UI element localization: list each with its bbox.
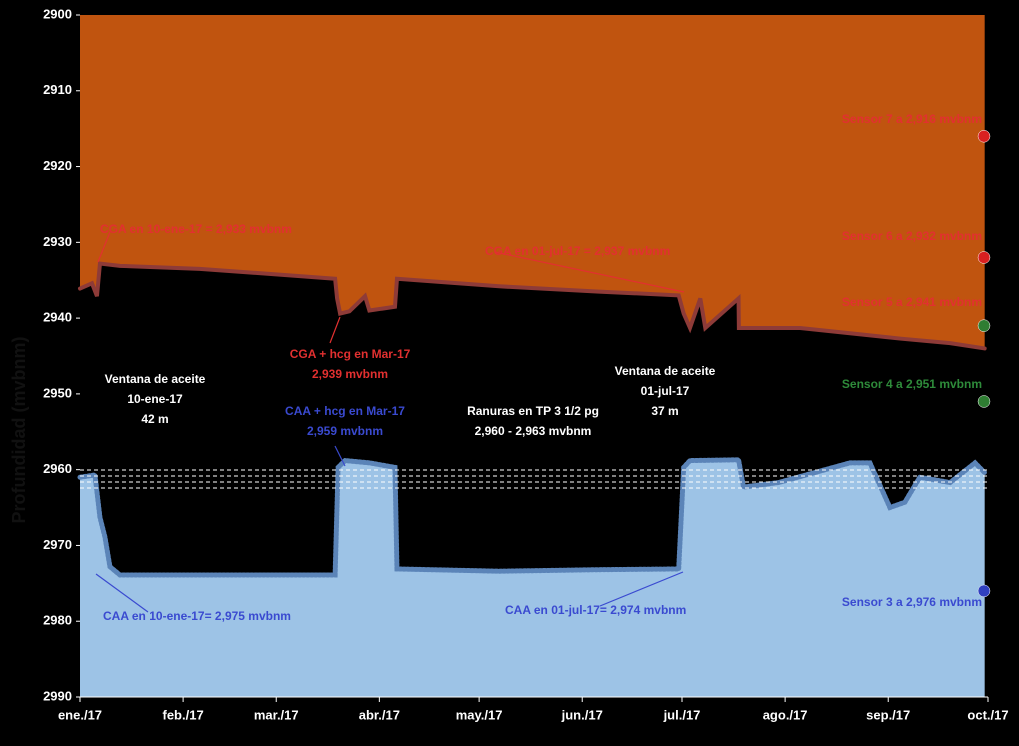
annotation: 10-ene-17 bbox=[127, 392, 183, 406]
arrow bbox=[97, 231, 111, 263]
sensor-point bbox=[977, 319, 991, 332]
sensor-point bbox=[977, 395, 991, 408]
annotation: Ranuras en TP 3 1/2 pg bbox=[467, 404, 599, 418]
annotation: CAA en 01-jul-17= 2,974 mvbnm bbox=[505, 603, 686, 617]
x-tick-label: abr./17 bbox=[359, 707, 400, 722]
y-tick-label: 2960 bbox=[43, 461, 72, 476]
y-tick-label: 2900 bbox=[43, 6, 72, 21]
y-tick-label: 2920 bbox=[43, 158, 72, 173]
x-tick-label: feb./17 bbox=[163, 707, 204, 722]
annotation: 01-jul-17 bbox=[641, 384, 690, 398]
annotation: CGA + hcg en Mar-17 bbox=[290, 347, 411, 361]
sensor-label: Sensor 6 a 2,932 mvbnm bbox=[842, 229, 982, 243]
annotation: CGA en 01-jul-17 = 2,937 mvbnm bbox=[485, 244, 670, 258]
y-tick-label: 2970 bbox=[43, 537, 72, 552]
x-tick-label: may./17 bbox=[456, 707, 503, 722]
x-tick-label: jul./17 bbox=[663, 707, 701, 722]
annotation: 2,939 mvbnm bbox=[312, 367, 388, 381]
annotation: 42 m bbox=[141, 412, 168, 426]
sensor-label: Sensor 7 a 2,916 mvbnm bbox=[842, 112, 982, 126]
plot-area bbox=[77, 15, 988, 697]
arrow bbox=[494, 251, 685, 293]
x-tick-label: sep./17 bbox=[866, 707, 910, 722]
y-tick-label: 2950 bbox=[43, 385, 72, 400]
x-tick-label: jun./17 bbox=[561, 707, 603, 722]
sensor-point bbox=[977, 584, 991, 598]
x-tick-label: oct./17 bbox=[967, 707, 1008, 722]
annotation: Ventana de aceite bbox=[615, 364, 716, 378]
x-tick-label: mar./17 bbox=[254, 707, 299, 722]
annotation: 2,960 - 2,963 mvbnm bbox=[475, 424, 592, 438]
sensor-label: Sensor 4 a 2,951 mvbnm bbox=[842, 377, 982, 391]
sensor-label: Sensor 3 a 2,976 mvbnm bbox=[842, 595, 982, 609]
x-tick-label: ago./17 bbox=[763, 707, 808, 722]
area bbox=[80, 15, 985, 349]
area bbox=[80, 459, 985, 697]
annotation: CAA en 10-ene-17= 2,975 mvbnm bbox=[103, 609, 291, 623]
y-tick-label: 2990 bbox=[43, 688, 72, 703]
y-tick-label: 2910 bbox=[43, 82, 72, 97]
contact-line bbox=[78, 261, 987, 351]
y-tick-label: 2940 bbox=[43, 310, 72, 325]
y-axis-title: Profundidad (mvbnm) bbox=[9, 337, 29, 524]
annotation: 2,959 mvbnm bbox=[307, 424, 383, 438]
annotation: CGA en 10-ene-17 = 2,933 mvbnm bbox=[100, 222, 292, 236]
arrow bbox=[95, 573, 149, 613]
perforation-band bbox=[80, 469, 988, 489]
contact-line bbox=[77, 457, 988, 578]
sensor-point bbox=[977, 251, 991, 264]
y-tick-label: 2980 bbox=[43, 613, 72, 628]
annotation: 37 m bbox=[651, 404, 678, 418]
arrow bbox=[599, 571, 684, 607]
arrows bbox=[95, 231, 685, 613]
annotation: Ventana de aceite bbox=[105, 372, 206, 386]
sensor-point bbox=[977, 129, 991, 143]
arrow bbox=[329, 316, 341, 344]
x-tick-label: ene./17 bbox=[58, 707, 102, 722]
y-tick-label: 2930 bbox=[43, 234, 72, 249]
arrow bbox=[334, 445, 346, 467]
sensor-label: Sensor 5 a 2,941 mvbnm bbox=[842, 295, 982, 309]
annotation: CAA + hcg en Mar-17 bbox=[285, 404, 405, 418]
